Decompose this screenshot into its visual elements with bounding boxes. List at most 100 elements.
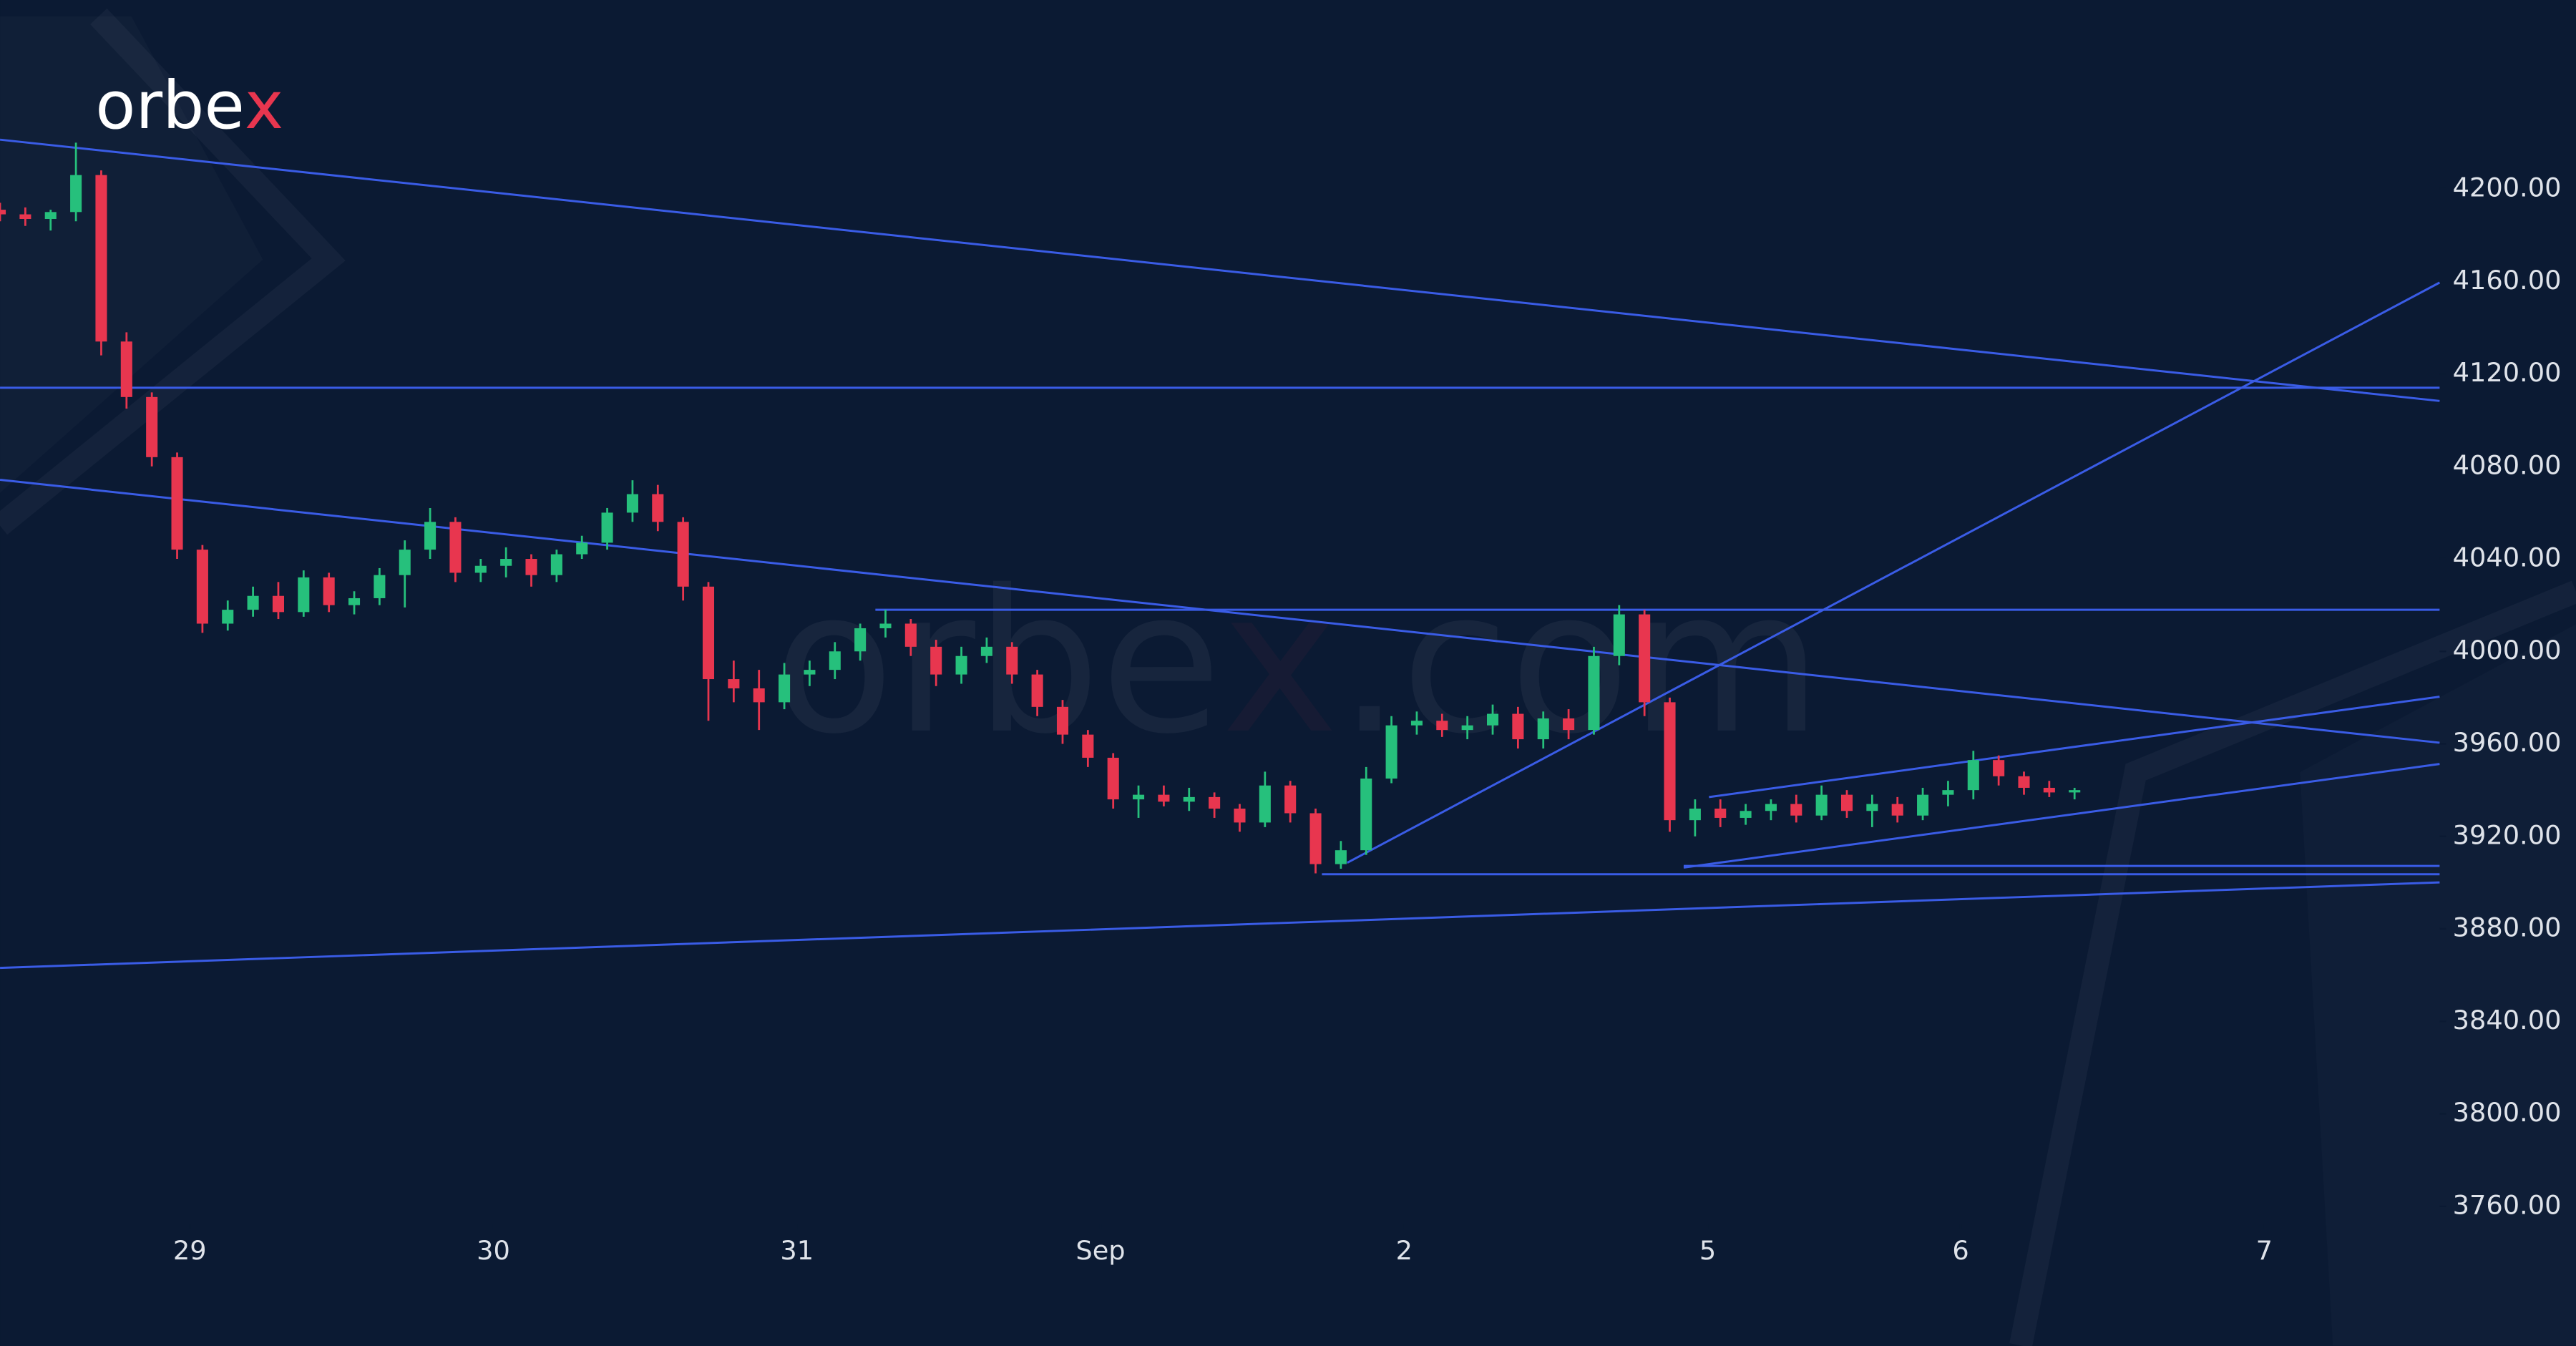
x-tick-label: 29 bbox=[173, 1235, 207, 1266]
trendlines bbox=[0, 138, 2441, 970]
candle-body bbox=[0, 210, 6, 215]
candle bbox=[1613, 605, 1625, 665]
candle bbox=[500, 547, 512, 577]
candle bbox=[626, 480, 638, 522]
x-tick-label: 7 bbox=[2256, 1235, 2273, 1266]
y-tick-label: 4080.00 bbox=[2453, 449, 2562, 480]
y-tick-label: 4120.00 bbox=[2453, 357, 2562, 388]
candle bbox=[19, 207, 31, 226]
candle-body bbox=[1082, 734, 1094, 758]
candle bbox=[728, 660, 740, 703]
candle bbox=[1917, 787, 1929, 821]
candle bbox=[449, 517, 462, 582]
candle-body bbox=[677, 522, 689, 587]
candle-body bbox=[955, 655, 967, 675]
candle bbox=[1461, 716, 1473, 740]
candle-body bbox=[1259, 785, 1271, 823]
candle bbox=[1410, 711, 1423, 735]
candle-body bbox=[879, 623, 892, 628]
candle bbox=[829, 642, 841, 680]
candle-body bbox=[1942, 790, 1954, 795]
x-tick-label: 2 bbox=[1396, 1235, 1413, 1266]
candle bbox=[779, 663, 791, 710]
candle bbox=[2069, 787, 2081, 800]
candle-body bbox=[196, 550, 208, 624]
candle bbox=[550, 550, 562, 582]
candle bbox=[1714, 799, 1727, 827]
candle-body bbox=[298, 577, 310, 613]
candle bbox=[323, 572, 335, 613]
trendline bbox=[1683, 763, 2440, 869]
trendline bbox=[0, 479, 2440, 744]
candle-body bbox=[424, 522, 436, 550]
candle-body bbox=[1309, 813, 1322, 864]
candle bbox=[348, 591, 361, 615]
candle bbox=[272, 582, 284, 620]
candle bbox=[1993, 755, 2005, 786]
candle-body bbox=[1993, 760, 2005, 776]
x-tick-label: 5 bbox=[1699, 1235, 1716, 1266]
candle bbox=[1942, 781, 1954, 806]
candle-body bbox=[449, 522, 462, 573]
candle bbox=[1436, 713, 1448, 737]
candle-body bbox=[171, 457, 183, 550]
candle-body bbox=[272, 595, 284, 613]
candle-body bbox=[525, 559, 537, 575]
y-tick-label: 3840.00 bbox=[2453, 1005, 2562, 1035]
candle-body bbox=[1461, 725, 1473, 731]
y-tick-label: 3920.00 bbox=[2453, 819, 2562, 850]
candle bbox=[120, 332, 132, 409]
candle-body bbox=[1335, 850, 1347, 864]
candle-body bbox=[1410, 721, 1423, 726]
candle-body bbox=[19, 214, 31, 220]
candle-body bbox=[1537, 718, 1549, 740]
candle bbox=[1006, 642, 1018, 684]
candle-body bbox=[1866, 804, 1878, 811]
candle-body bbox=[980, 646, 992, 656]
logo-accent: x bbox=[245, 67, 283, 144]
candle-body bbox=[1563, 718, 1575, 731]
candle-body bbox=[44, 212, 57, 220]
y-tick-label: 3760.00 bbox=[2453, 1189, 2562, 1220]
x-tick-label: 30 bbox=[477, 1235, 510, 1266]
candle-body bbox=[904, 623, 917, 647]
candle-body bbox=[348, 598, 361, 605]
candle-body bbox=[1284, 785, 1297, 814]
x-tick-label: 31 bbox=[780, 1235, 814, 1266]
candles bbox=[0, 142, 2081, 874]
candle bbox=[424, 507, 436, 560]
y-tick-label: 3960.00 bbox=[2453, 727, 2562, 758]
trendline bbox=[0, 881, 2440, 970]
candle-body bbox=[829, 651, 841, 670]
candle-body bbox=[1588, 655, 1600, 731]
candle bbox=[1815, 785, 1828, 821]
candle bbox=[1891, 796, 1903, 823]
candle bbox=[247, 586, 259, 617]
candle-body bbox=[702, 586, 715, 680]
candle-body bbox=[1385, 725, 1397, 779]
candle bbox=[1158, 785, 1170, 806]
watermark-rest: .com bbox=[1338, 547, 1822, 777]
candle bbox=[1588, 646, 1600, 735]
candle-body bbox=[728, 679, 740, 688]
candle-body bbox=[753, 688, 765, 703]
candle-body bbox=[550, 554, 562, 575]
candle-body bbox=[1840, 794, 1853, 811]
candle-body bbox=[247, 595, 259, 610]
candle-body bbox=[146, 396, 158, 457]
candle bbox=[1765, 799, 1777, 821]
candle bbox=[1107, 753, 1119, 809]
candle bbox=[1385, 716, 1397, 784]
candle-body bbox=[1790, 804, 1802, 816]
candle-body bbox=[1639, 614, 1651, 703]
candle bbox=[95, 170, 107, 356]
candle bbox=[601, 507, 613, 550]
candle bbox=[1967, 751, 1979, 800]
candle bbox=[2018, 771, 2030, 795]
candle bbox=[1284, 781, 1297, 823]
candle bbox=[70, 142, 82, 222]
x-tick-label: 6 bbox=[1952, 1235, 1968, 1266]
candle-body bbox=[500, 559, 512, 566]
